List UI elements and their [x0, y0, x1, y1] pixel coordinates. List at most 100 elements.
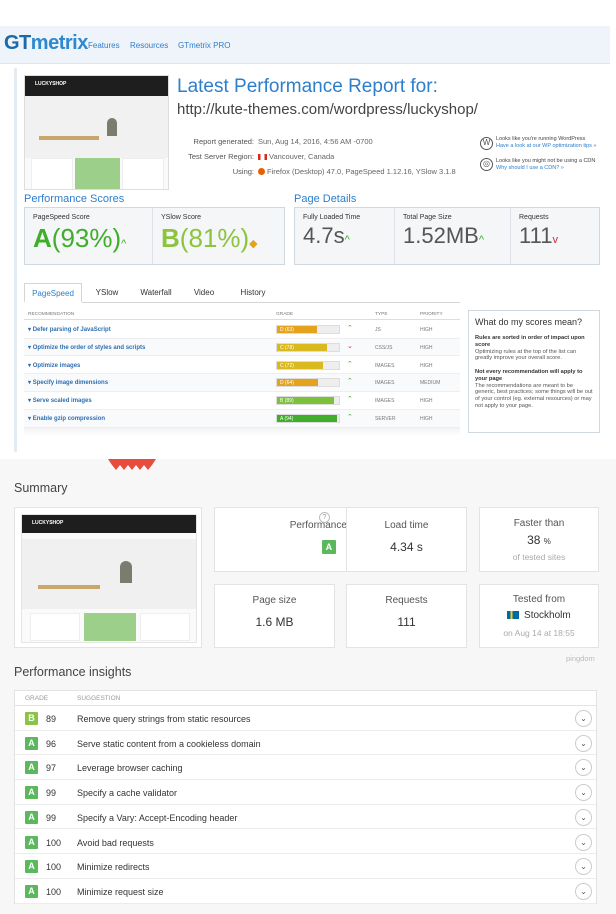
page-size-value: 1.52MB [403, 223, 479, 248]
insight-score: 89 [46, 714, 57, 724]
insights-header: GRADE SUGGESTION [15, 691, 596, 706]
grade-bar: C (78) [276, 342, 340, 352]
gtmetrix-logo[interactable]: GTmetrix [4, 32, 88, 55]
tab-yslow[interactable]: YSlow [95, 288, 119, 297]
insight-row[interactable]: A 100 Minimize request size ⌄ [15, 879, 596, 904]
insight-row[interactable]: B 89 Remove query strings from static reso… [15, 706, 596, 731]
insight-row[interactable]: A 99 Specify a cache validator ⌄ [15, 780, 596, 805]
chevron-down-icon[interactable]: ⌄ [575, 882, 592, 900]
tab-waterfall[interactable]: Waterfall [140, 288, 172, 297]
arrow-up-icon: ⌃ [347, 396, 353, 404]
recommendation-priority: HIGH [420, 327, 433, 333]
thumb-brand: LUCKYSHOP [35, 81, 67, 87]
faster-than-value: 38 [527, 533, 541, 547]
yslow-grade: B [161, 223, 180, 253]
insight-row[interactable]: A 99 Specify a Vary: Accept-Encoding heade… [15, 805, 596, 830]
chevron-down-icon[interactable]: ⌄ [575, 858, 592, 876]
load-time-label: Fully Loaded Time [303, 214, 361, 221]
help-icon[interactable]: ? [319, 512, 330, 523]
performance-scores-box: PageSpeed Score A(93%)^ YSlow Score B(81… [24, 207, 285, 265]
insight-row[interactable]: A 96 Serve static content from a cookieles… [15, 731, 596, 756]
chevron-down-icon[interactable]: ⌄ [575, 784, 592, 802]
insight-score: 100 [46, 886, 62, 897]
page-details-title: Page Details [294, 193, 357, 205]
tab-pagespeed[interactable]: PageSpeed [24, 283, 82, 303]
recommendation-priority: MEDIUM [420, 380, 441, 387]
performance-grade-label: Performance grade [289, 520, 376, 531]
recommendation-type: JS [375, 327, 381, 333]
recommendation-name[interactable]: ▾ Optimize the order of styles and scrip… [28, 344, 146, 351]
chevron-down-icon[interactable]: ⌄ [575, 833, 592, 851]
grade-badge: A [25, 736, 38, 750]
grade-badge: B [25, 712, 38, 725]
recommendations-fade [24, 428, 460, 436]
insights-suggestion-header: SUGGESTION [77, 695, 121, 702]
recommendations-header: RECOMMENDATION GRADE TYPE PRIORITY [24, 310, 460, 320]
insight-row[interactable]: A 100 Avoid bad requests ⌄ [15, 830, 596, 855]
tested-from-label: Tested from [512, 594, 566, 605]
yslow-label: YSlow Score [161, 214, 202, 221]
logo-gt: GT [4, 32, 31, 54]
recommendation-row[interactable]: ▾ Optimize images C (72) ⌃ IMAGES HIGH [24, 356, 460, 375]
page-size-card: Page size 1.6 MB [214, 584, 335, 648]
grade-bar-fill: C (78) [277, 343, 327, 351]
wordpress-tips-link[interactable]: Have a look at our WP optimization tips … [496, 143, 597, 149]
scores-help-p2-bold: Not every recommendation will apply to y… [475, 368, 583, 382]
grade-badge: A [25, 835, 38, 849]
logo-metrix: metrix [30, 32, 89, 54]
tab-history[interactable]: History [240, 288, 266, 297]
grade-bar: A (94) [276, 414, 340, 423]
requests-value: 111 [519, 223, 553, 248]
insight-row[interactable]: A 100 Minimize redirects ⌄ [15, 854, 596, 879]
pagespeed-label: PageSpeed Score [33, 214, 90, 221]
recommendation-type: CSS/JS [375, 344, 393, 351]
tested-from-sub: on Aug 14 at 18:55 [503, 628, 575, 638]
recommendation-name[interactable]: ▾ Enable gzip compression [28, 416, 106, 422]
arrow-up-icon: ⌃ [347, 325, 353, 332]
scores-help-p1: Optimizing rules at the top of the list … [475, 348, 577, 362]
recommendation-row[interactable]: ▾ Specify image dimensions D (64) ⌃ IMAGES M… [24, 374, 460, 392]
arrow-down-icon: v [552, 234, 558, 246]
chevron-down-icon[interactable]: ⌄ [575, 808, 592, 826]
cdn-note: Looks like you might not be using a CDN W… [496, 158, 606, 172]
insight-score: 100 [46, 862, 62, 873]
using-value-wrap: Firefox (Desktop) 47.0, PageSpeed 1.12.1… [258, 167, 456, 176]
load-time-detail: Fully Loaded Time 4.7s^ [295, 208, 395, 264]
recommendation-type: IMAGES [375, 380, 395, 387]
region-value: Vancouver, Canada [269, 152, 335, 161]
nav-pro-link[interactable]: GTmetrix PRO [178, 41, 231, 50]
recommendation-row[interactable]: ▾ Serve scaled images B (89) ⌃ IMAGES HIGH [24, 392, 460, 410]
recommendation-name[interactable]: ▾ Optimize images [28, 362, 81, 369]
nav-resources-link[interactable]: Resources [130, 41, 169, 50]
insight-score: 99 [46, 812, 57, 823]
recommendation-row[interactable]: ▾ Enable gzip compression A (94) ⌃ SERVER HI… [24, 410, 460, 428]
using-label: Using: [232, 167, 254, 176]
report-url[interactable]: http://kute-themes.com/wordpress/luckysh… [177, 101, 478, 118]
recommendation-row[interactable]: ▾ Optimize the order of styles and scrip… [24, 338, 460, 357]
priority-col-header: PRIORITY [420, 312, 443, 317]
insight-score: 97 [46, 763, 57, 774]
nav-features-link[interactable]: Features [88, 41, 120, 50]
report-title: Latest Performance Report for: [177, 76, 438, 97]
chevron-down-icon[interactable]: ⌄ [575, 710, 592, 727]
insight-row[interactable]: A 97 Leverage browser caching ⌄ [15, 755, 596, 781]
cdn-link[interactable]: Why should I use a CDN? » [496, 165, 564, 171]
grade-badge: A [25, 860, 38, 874]
recommendation-row[interactable]: ▾ Defer parsing of JavaScript D (63) ⌃ JS HI… [24, 321, 460, 339]
recommendation-priority: HIGH [420, 344, 433, 351]
load-time-label: Load time [384, 520, 429, 531]
pingdom-credit: pingdom [566, 654, 595, 663]
load-time-value: 4.34 s [390, 540, 423, 554]
recommendation-name[interactable]: ▾ Specify image dimensions [28, 380, 109, 387]
tested-from-card: Tested from Stockholm on Aug 14 at 18:55 [479, 584, 599, 648]
grade-bar: C (72) [276, 360, 340, 370]
pagespeed-value: (93%) [51, 223, 122, 253]
chevron-down-icon[interactable]: ⌄ [575, 734, 592, 752]
tab-video[interactable]: Video [193, 288, 215, 297]
recommendation-name[interactable]: ▾ Serve scaled images [28, 398, 92, 405]
insight-suggestion: Specify a Vary: Accept-Encoding header [77, 812, 238, 823]
chevron-down-icon[interactable]: ⌄ [575, 759, 592, 777]
diamond-icon: ◆ [249, 238, 258, 250]
insight-suggestion: Minimize request size [77, 886, 164, 897]
recommendation-name[interactable]: ▾ Defer parsing of JavaScript [28, 327, 111, 333]
